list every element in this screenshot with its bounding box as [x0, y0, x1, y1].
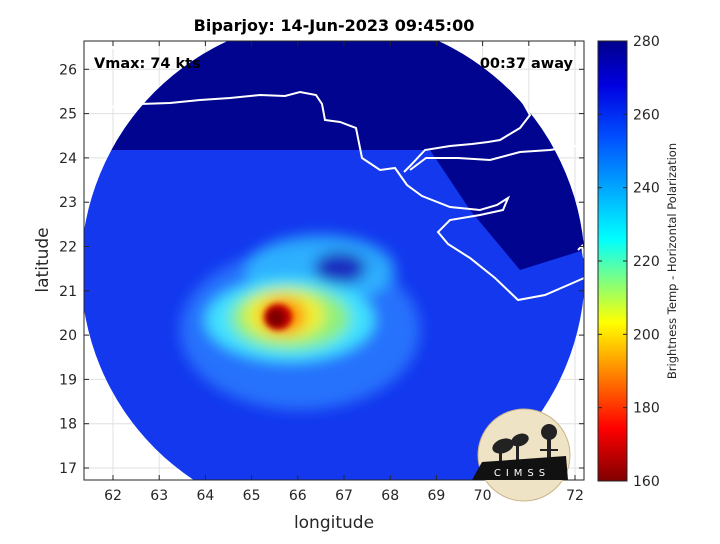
colorbar-tick-label: 220 [633, 254, 660, 270]
x-tick-label: 68 [381, 488, 399, 504]
y-tick-label: 20 [59, 328, 77, 344]
colorbar-tick-label: 200 [633, 327, 660, 343]
x-tick-label: 70 [474, 488, 492, 504]
y-tick-label: 18 [59, 417, 77, 433]
y-tick-label: 19 [59, 372, 77, 388]
x-tick-label: 69 [427, 488, 445, 504]
colorbar-tick-label: 280 [633, 34, 660, 50]
x-tick-label: 66 [289, 488, 307, 504]
x-tick-label: 65 [243, 488, 261, 504]
x-tick-label: 72 [566, 488, 584, 504]
y-axis-ticks: 17 18 19 20 21 22 23 24 25 26 [59, 62, 584, 477]
coastline [84, 41, 584, 302]
logo-text: CIMSS [494, 468, 550, 479]
colorbar-tick-label: 240 [633, 181, 660, 197]
cimss-logo: CIMSS [472, 408, 571, 502]
colorbar-scale [597, 40, 628, 482]
map-title: Biparjoy: 14-Jun-2023 09:45:00 [194, 16, 475, 35]
colorbar-tick-label: 180 [633, 401, 660, 417]
x-tick-label: 63 [150, 488, 168, 504]
axes-frame [83, 40, 585, 481]
x-axis-ticks: 6263646566676869707172 [104, 41, 584, 504]
x-tick-label: 67 [335, 488, 353, 504]
y-axis-label: latitude [33, 227, 53, 292]
y-tick-label: 26 [59, 62, 77, 78]
y-tick-label: 21 [59, 284, 77, 300]
x-tick-label: 64 [196, 488, 214, 504]
colorbar-tick-label: 260 [633, 107, 660, 123]
colorbar-ticks: 160 180 200 220 240 260 280 [598, 34, 660, 490]
satellite-swath [84, 41, 584, 480]
colorbar: 160 180 200 220 240 260 280 Brightness Temp - … [597, 34, 679, 490]
x-axis-label: longitude [294, 513, 374, 533]
colorbar-label: Brightness Temp - Horizontal Polarizatio… [665, 143, 679, 379]
y-tick-label: 23 [59, 195, 77, 211]
y-tick-label: 22 [59, 240, 77, 256]
x-tick-label: 62 [104, 488, 122, 504]
y-tick-label: 25 [59, 107, 77, 123]
y-tick-label: 24 [59, 151, 77, 167]
y-tick-label: 17 [59, 461, 77, 477]
vmax-annotation: Vmax: 74 kts [94, 56, 201, 72]
time-away-annotation: 00:37 away [480, 56, 574, 72]
colorbar-tick-label: 160 [633, 474, 660, 490]
